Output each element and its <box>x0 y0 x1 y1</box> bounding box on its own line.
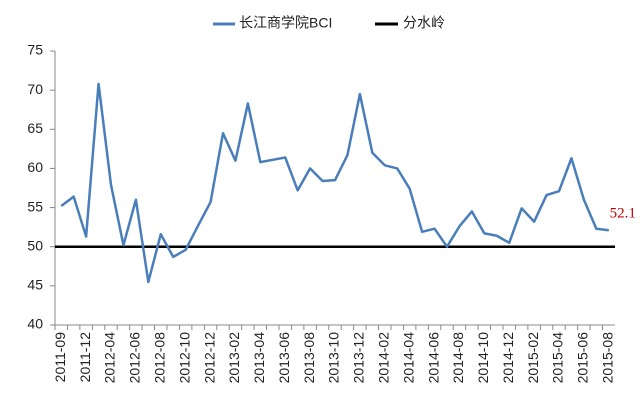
x-tick-label: 2013-10 <box>326 332 342 384</box>
x-tick-label: 2014-12 <box>500 332 516 384</box>
x-tick-label: 2014-02 <box>375 332 391 384</box>
x-tick-label: 2015-06 <box>575 332 591 384</box>
x-tick-label: 2012-08 <box>151 332 167 384</box>
data-label: 52.1 <box>610 206 636 222</box>
x-tick-label: 2012-06 <box>127 332 143 384</box>
x-tick-label: 2012-10 <box>176 332 192 384</box>
x-tick-label: 2015-08 <box>599 332 615 384</box>
y-tick-label: 75 <box>27 42 43 58</box>
legend-label: 长江商学院BCI <box>239 15 332 31</box>
x-tick-label: 2015-04 <box>550 332 566 384</box>
y-tick-label: 60 <box>27 159 43 175</box>
y-tick-label: 70 <box>27 81 43 97</box>
y-tick-label: 65 <box>27 120 43 136</box>
x-tick-label: 2013-02 <box>226 332 242 384</box>
y-tick-label: 50 <box>27 237 43 253</box>
x-tick-label: 2014-04 <box>400 332 416 384</box>
x-tick-label: 2013-04 <box>251 332 267 384</box>
x-tick-label: 2011-12 <box>77 332 93 383</box>
x-tick-label: 2012-12 <box>201 332 217 384</box>
x-tick-label: 2013-08 <box>301 332 317 384</box>
x-tick-label: 2012-04 <box>102 332 118 384</box>
x-tick-label: 2013-12 <box>351 332 367 384</box>
y-tick-label: 40 <box>27 316 43 332</box>
y-tick-label: 45 <box>27 277 43 293</box>
x-tick-label: 2014-06 <box>425 332 441 384</box>
x-tick-label: 2013-06 <box>276 332 292 384</box>
x-tick-label: 2014-10 <box>475 332 491 384</box>
y-tick-label: 55 <box>27 198 43 214</box>
legend-label: 分水岭 <box>403 15 445 31</box>
x-tick-label: 2015-02 <box>525 332 541 384</box>
x-tick-label: 2011-09 <box>52 332 68 383</box>
series-line <box>60 82 609 284</box>
x-tick-label: 2014-08 <box>450 332 466 384</box>
